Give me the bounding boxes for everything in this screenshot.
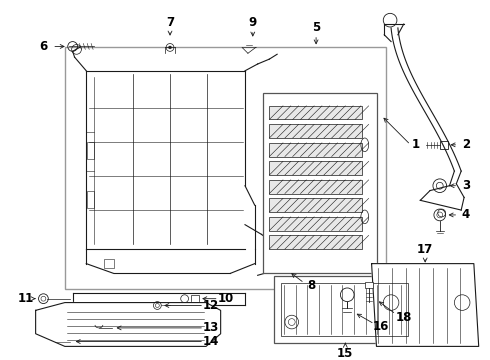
Bar (270, 143, 362, 157)
Polygon shape (36, 302, 220, 346)
Circle shape (169, 46, 171, 49)
Text: 9: 9 (248, 15, 257, 28)
Bar (270, 161, 362, 175)
Text: 5: 5 (312, 22, 320, 35)
Text: 7: 7 (166, 15, 174, 28)
Text: 13: 13 (203, 321, 219, 334)
Text: 16: 16 (373, 320, 390, 333)
Bar (87, 190, 94, 208)
Text: 2: 2 (462, 138, 470, 151)
Bar (270, 235, 362, 249)
Text: 11: 11 (18, 292, 34, 305)
Bar (192, 295, 199, 302)
Bar (263, 93, 377, 273)
Bar (270, 217, 362, 230)
Bar (440, 141, 447, 149)
Text: 17: 17 (417, 243, 433, 256)
Text: 15: 15 (337, 347, 353, 360)
Text: 1: 1 (411, 138, 419, 151)
Text: 3: 3 (462, 179, 470, 192)
Bar (365, 282, 372, 288)
Text: 6: 6 (39, 40, 48, 53)
Text: 4: 4 (462, 208, 470, 221)
Bar (270, 124, 362, 138)
Bar (270, 106, 362, 120)
Bar (274, 276, 416, 342)
Bar (270, 198, 362, 212)
Polygon shape (371, 264, 479, 346)
Bar (270, 180, 362, 194)
Text: 18: 18 (395, 311, 412, 324)
Bar (65, 48, 386, 289)
Text: 12: 12 (203, 299, 219, 312)
Text: 10: 10 (218, 292, 234, 305)
Bar (87, 142, 94, 159)
Bar (104, 259, 114, 269)
Text: 8: 8 (307, 279, 316, 292)
Bar (281, 283, 408, 336)
Text: 14: 14 (203, 335, 219, 348)
